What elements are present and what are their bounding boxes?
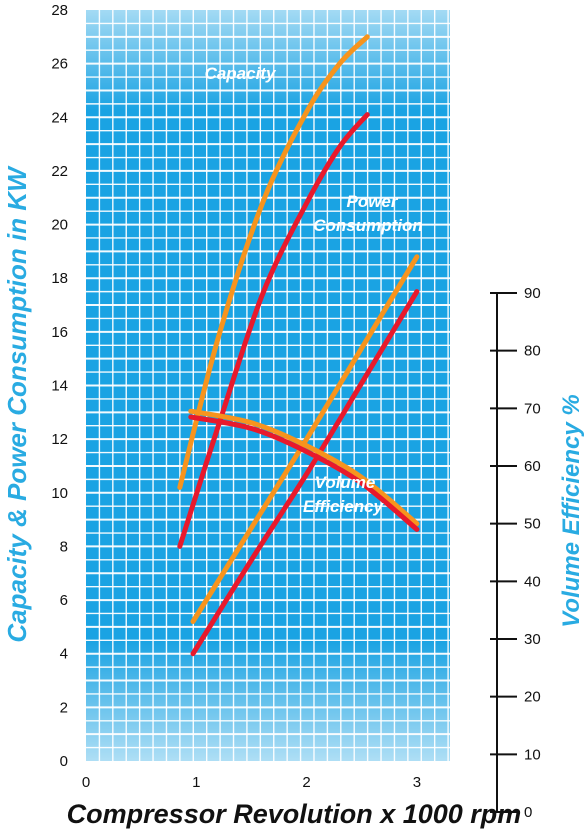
y-tick-label: 14 — [51, 378, 68, 395]
y2-tick-label: 80 — [524, 343, 541, 360]
y-tick-label: 26 — [51, 56, 68, 73]
y-tick-label: 16 — [51, 324, 68, 341]
x-tick-label: 3 — [413, 774, 421, 791]
y2-tick-label: 30 — [524, 631, 541, 648]
y-tick-label: 12 — [51, 431, 68, 448]
x-tick-label: 0 — [82, 774, 90, 791]
y-tick-label: 4 — [60, 646, 68, 663]
y2-tick-label: 0 — [524, 804, 532, 821]
series-line-5 — [188, 408, 420, 527]
y2-tick-label: 60 — [524, 458, 541, 475]
y2-tick-label: 10 — [524, 746, 541, 763]
y-tick-label: 20 — [51, 217, 68, 234]
series-line-4 — [190, 289, 420, 657]
y2-axis-title: Volume Efficiency % — [558, 394, 585, 627]
x-tick-label: 1 — [192, 774, 200, 791]
y-tick-label: 0 — [60, 753, 68, 770]
plot-fade-top — [86, 10, 450, 110]
y2-tick-label: 70 — [524, 400, 541, 417]
y-tick-label: 22 — [51, 163, 68, 180]
series-line-1 — [177, 34, 370, 490]
series-line-6 — [188, 414, 420, 532]
annotation-capacity: Capacity — [205, 64, 277, 83]
y-axis-title: Capacity & Power Consumption in KW — [2, 165, 32, 643]
annotation-layer: Capacity Power Consumption Volume Effici… — [205, 64, 423, 516]
annotation-volume-line-2: Efficiency — [303, 497, 385, 516]
series-layer — [177, 34, 420, 657]
annotation-power-line-2: Consumption — [313, 216, 423, 235]
y-tick-label: 6 — [60, 592, 68, 609]
annotation-volume-line-1: Volume — [315, 473, 376, 492]
y2-tick-label: 40 — [524, 573, 541, 590]
x-tick-label: 2 — [302, 774, 310, 791]
annotation-power-line-1: Power — [346, 192, 398, 211]
y-tick-label: 10 — [51, 485, 68, 502]
y2-tick-label: 50 — [524, 516, 541, 533]
series-line-2 — [177, 112, 370, 549]
series-line-3 — [190, 254, 420, 624]
y-tick-label: 2 — [60, 699, 68, 716]
y2-tick-label: 90 — [524, 285, 541, 302]
plot-fade-bottom — [86, 641, 450, 761]
y-tick-label: 8 — [60, 538, 68, 555]
x-axis-title: Compressor Revolution x 1000 rpm — [67, 799, 522, 829]
y-tick-label: 28 — [51, 2, 68, 19]
y-tick-label: 24 — [51, 109, 68, 126]
y-tick-label: 18 — [51, 270, 68, 287]
y2-tick-label: 20 — [524, 689, 541, 706]
